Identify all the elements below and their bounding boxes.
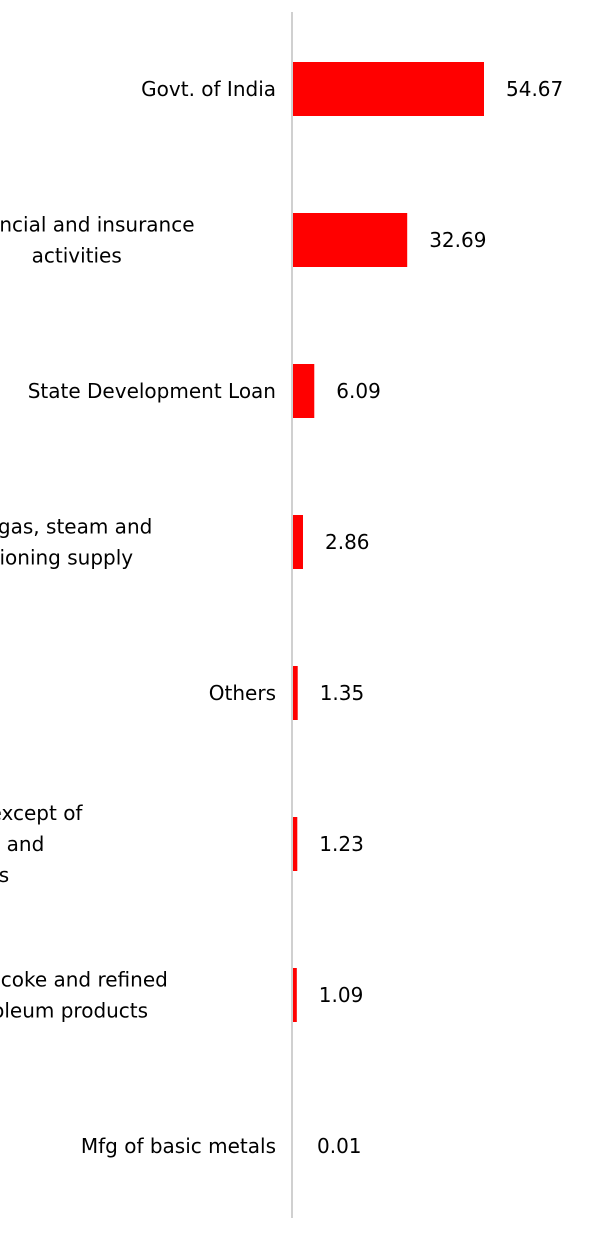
bar xyxy=(293,968,297,1022)
category-label-line: Financial and insurance xyxy=(0,213,195,237)
category-label-line: State Development Loan xyxy=(28,379,276,403)
bar xyxy=(293,364,315,418)
category-label-line: activities xyxy=(32,244,122,268)
category-label-line: motorcycles xyxy=(0,863,9,887)
category-label-line: motor vehicles and xyxy=(0,832,44,856)
category-label-line: Mfg of coke and refined xyxy=(0,968,168,992)
category-label: Mfg of basic metals xyxy=(81,1134,276,1158)
bars-group xyxy=(293,62,484,1022)
category-label-line: Others xyxy=(209,681,276,705)
category-label: Financial and insurance activities xyxy=(0,213,195,268)
value-labels-group: 54.67 32.69 6.09 2.86 1.35 1.23 1.09 0.01 xyxy=(317,77,563,1158)
value-label: 32.69 xyxy=(429,228,486,252)
category-label-line: petroleum products xyxy=(0,999,148,1023)
value-label: 54.67 xyxy=(506,77,563,101)
value-label: 0.01 xyxy=(317,1134,362,1158)
category-label: State Development Loan xyxy=(28,379,276,403)
category-label-line: Electricity, gas, steam and xyxy=(0,515,152,539)
category-label-line: Wholesale trade, except of xyxy=(0,801,83,825)
category-label: Others xyxy=(209,681,276,705)
bar xyxy=(293,62,484,116)
bar xyxy=(293,817,298,871)
bar xyxy=(293,213,408,267)
category-label-line: air conditioning supply xyxy=(0,546,133,570)
value-label: 1.09 xyxy=(319,983,364,1007)
category-label: Wholesale trade, except of motor vehicles… xyxy=(0,801,83,887)
value-label: 2.86 xyxy=(325,530,370,554)
category-labels-group: Govt. of India Financial and insurance act… xyxy=(0,77,276,1158)
bar xyxy=(293,666,298,720)
category-label-line: Mfg of basic metals xyxy=(81,1134,276,1158)
value-label: 1.35 xyxy=(320,681,365,705)
category-label: Mfg of coke and refined petroleum product… xyxy=(0,968,168,1023)
category-label-line: Govt. of India xyxy=(141,77,276,101)
value-label: 6.09 xyxy=(336,379,381,403)
bar xyxy=(293,515,303,569)
category-label: Electricity, gas, steam and air condition… xyxy=(0,515,152,570)
value-label: 1.23 xyxy=(319,832,364,856)
category-label: Govt. of India xyxy=(141,77,276,101)
